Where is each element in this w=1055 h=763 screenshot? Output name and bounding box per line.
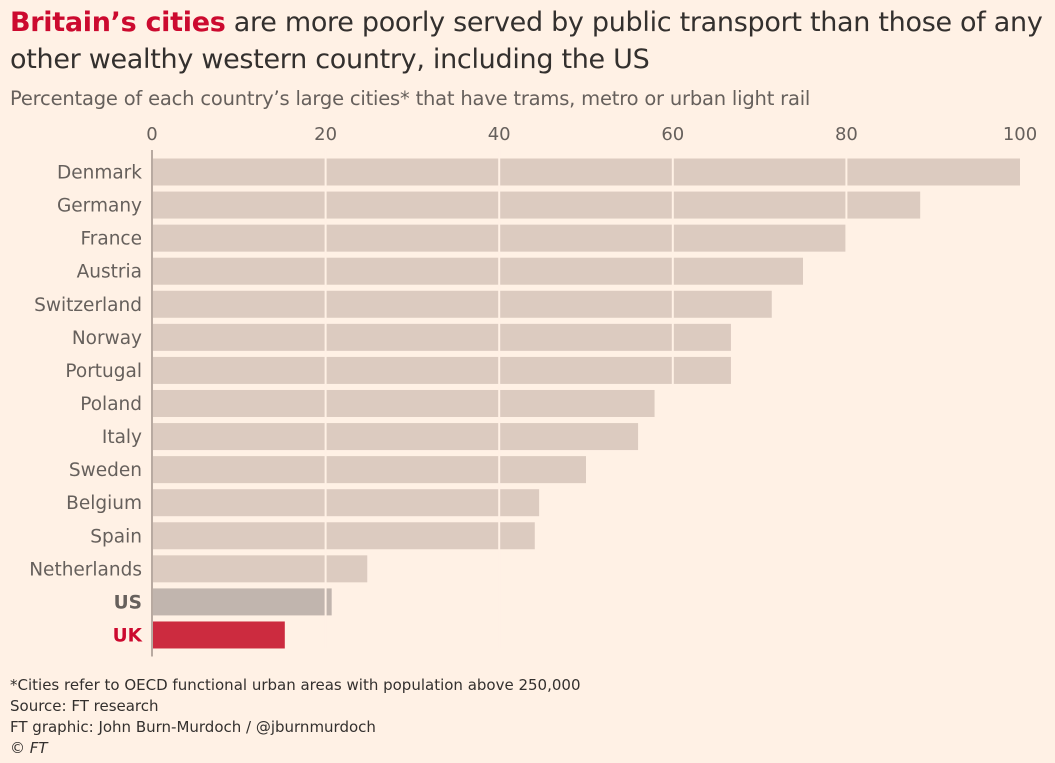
category-label: Norway (72, 328, 142, 349)
x-tick-label: 20 (314, 124, 337, 145)
x-tick-label: 40 (488, 124, 511, 145)
category-label: France (80, 229, 142, 250)
bar-italy (152, 423, 639, 451)
title-highlight: Britain’s cities (10, 7, 226, 38)
bar-norway (152, 323, 731, 351)
category-label: Netherlands (29, 559, 142, 580)
footnote: *Cities refer to OECD functional urban a… (10, 676, 581, 694)
bar-us (152, 588, 332, 616)
bar-uk (152, 621, 285, 649)
x-tick-label: 80 (835, 124, 858, 145)
category-label: Austria (77, 262, 142, 283)
x-tick-label: 100 (1003, 124, 1037, 145)
x-tick-label: 0 (146, 124, 157, 145)
category-label: Poland (80, 394, 142, 415)
source: Source: FT research (10, 697, 159, 715)
bar-portugal (152, 356, 731, 384)
bar-sweden (152, 456, 586, 484)
category-label: Switzerland (34, 295, 142, 316)
category-label: Spain (90, 526, 142, 547)
category-label: Belgium (66, 493, 142, 514)
bar-germany (152, 191, 921, 219)
category-label: Denmark (57, 163, 142, 184)
bar-poland (152, 389, 655, 417)
bar-switzerland (152, 290, 772, 318)
x-tick-label: 60 (661, 124, 684, 145)
footer: *Cities refer to OECD functional urban a… (10, 675, 580, 759)
bar-netherlands (152, 555, 368, 583)
category-label: Sweden (69, 460, 142, 481)
bar-belgium (152, 489, 540, 517)
title-rest: are more poorly served by public transpo… (10, 7, 1043, 75)
category-label: Germany (57, 196, 142, 217)
chart-title: Britain’s cities are more poorly served … (10, 4, 1050, 78)
category-label: US (114, 592, 142, 613)
category-label: Italy (102, 427, 142, 448)
bar-austria (152, 257, 803, 285)
chart-subtitle: Percentage of each country’s large citie… (10, 87, 811, 110)
bar-spain (152, 522, 535, 550)
copyright: © FT (10, 739, 48, 757)
category-label: UK (113, 625, 143, 646)
category-label: Portugal (65, 361, 142, 382)
bar-denmark (152, 158, 1020, 186)
credit: FT graphic: John Burn-Murdoch / @jburnmu… (10, 718, 376, 736)
